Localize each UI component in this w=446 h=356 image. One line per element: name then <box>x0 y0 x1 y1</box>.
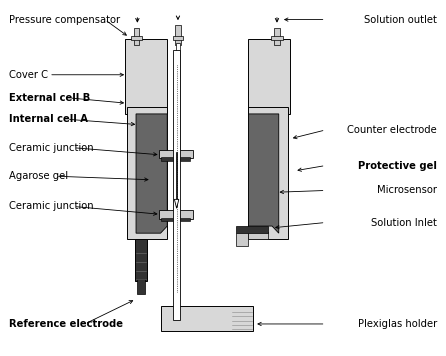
Bar <box>271 36 283 40</box>
Text: External cell B: External cell B <box>9 93 90 103</box>
Bar <box>161 306 253 331</box>
Bar <box>125 39 167 114</box>
Text: Protective gel: Protective gel <box>358 161 437 171</box>
Bar <box>274 28 280 44</box>
Text: Internal cell A: Internal cell A <box>9 114 88 124</box>
Polygon shape <box>136 114 167 233</box>
Bar <box>248 39 290 114</box>
Text: Ceramic junction: Ceramic junction <box>9 201 94 211</box>
Text: Plexiglas holder: Plexiglas holder <box>358 319 437 329</box>
Text: Ceramic junction: Ceramic junction <box>9 143 94 153</box>
Bar <box>248 107 288 239</box>
Text: Solution outlet: Solution outlet <box>364 15 437 25</box>
Text: Pressure compensator: Pressure compensator <box>9 15 120 25</box>
Bar <box>127 107 167 239</box>
Text: Reference electrode: Reference electrode <box>9 319 123 329</box>
Bar <box>173 50 180 320</box>
Polygon shape <box>174 199 179 208</box>
Bar <box>137 279 145 294</box>
Bar <box>175 25 181 44</box>
Bar <box>134 28 139 44</box>
Bar <box>176 43 180 153</box>
Bar <box>161 157 190 161</box>
Bar <box>173 36 183 40</box>
Bar <box>135 239 147 281</box>
Bar <box>161 218 190 221</box>
Text: Cover C: Cover C <box>9 70 48 80</box>
Bar <box>236 226 268 233</box>
Bar <box>159 210 193 219</box>
Text: Solution Inlet: Solution Inlet <box>371 218 437 227</box>
Text: Counter electrode: Counter electrode <box>347 125 437 135</box>
Polygon shape <box>248 114 279 233</box>
Bar <box>248 232 268 239</box>
Bar <box>131 36 142 40</box>
Bar <box>236 233 248 246</box>
Text: Microsensor: Microsensor <box>377 185 437 195</box>
Text: Agarose gel: Agarose gel <box>9 171 68 181</box>
Bar <box>159 150 193 158</box>
